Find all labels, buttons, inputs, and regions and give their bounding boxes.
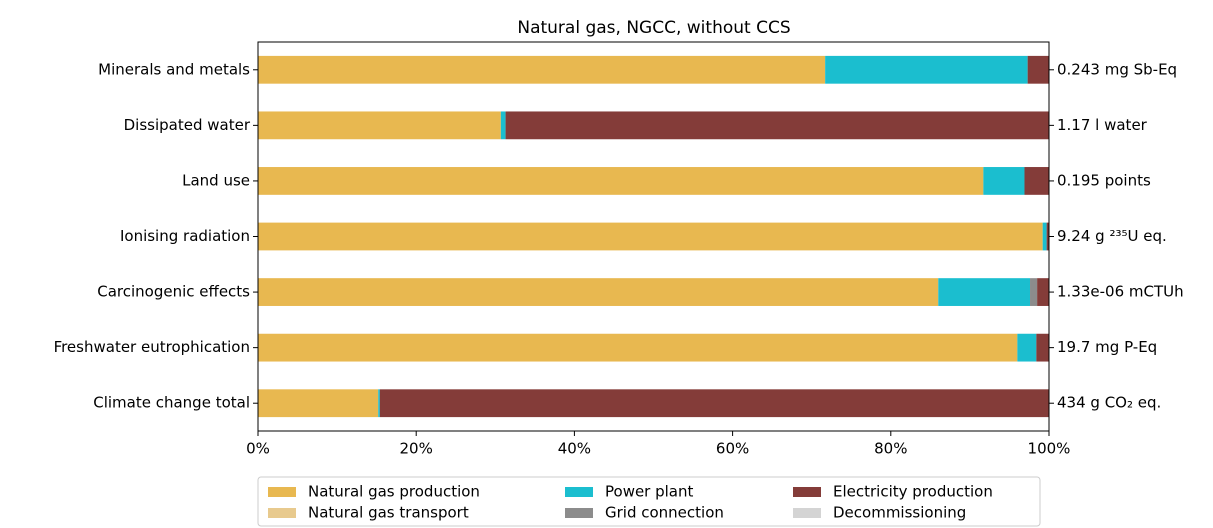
bar-segment (258, 278, 939, 306)
bar-segment (1017, 333, 1037, 362)
x-tick-label: 100% (1028, 440, 1071, 458)
bar-segment (938, 278, 1031, 306)
bar-segment (258, 111, 501, 140)
plot-frame (257, 41, 1050, 432)
bar-segment (825, 55, 1028, 84)
bar-segment (258, 333, 1018, 362)
bar-segment (505, 111, 1049, 140)
y-tick-label: Ionising radiation (120, 227, 250, 245)
chart-title: Natural gas, NGCC, without CCS (517, 18, 790, 38)
legend-swatch (268, 487, 296, 497)
bar-segment (983, 167, 1025, 195)
legend-swatch (565, 487, 593, 497)
bar-segment (258, 55, 826, 84)
x-tick-label: 0% (246, 440, 270, 458)
x-tick-label: 60% (716, 440, 749, 458)
bar-segment (378, 389, 380, 418)
bar-segment (1037, 278, 1049, 306)
legend-label: Power plant (605, 483, 694, 501)
right-label: 1.33e-06 mCTUh (1057, 283, 1184, 301)
bar-segment (379, 389, 1050, 418)
bar-segment (1027, 55, 1049, 84)
right-label: 19.7 mg P-Eq (1057, 338, 1157, 356)
y-tick-label: Climate change total (93, 394, 250, 412)
bar-segment (258, 222, 1043, 251)
bar-segment (1036, 333, 1049, 362)
right-label: 434 g CO₂ eq. (1057, 394, 1161, 412)
legend-swatch (793, 487, 821, 497)
legend-label: Grid connection (605, 504, 724, 522)
legend-label: Electricity production (833, 483, 993, 501)
right-label: 0.243 mg Sb-Eq (1057, 60, 1177, 78)
right-label: 9.24 g ²³⁵U eq. (1057, 227, 1167, 245)
y-tick-label: Minerals and metals (98, 60, 250, 78)
bar-segment (258, 167, 984, 195)
bar-segment (1030, 278, 1038, 306)
y-tick-label: Land use (182, 171, 250, 189)
x-tick-label: 40% (558, 440, 591, 458)
legend-swatch (565, 508, 593, 518)
right-label: 0.195 points (1057, 171, 1151, 189)
y-tick-label: Freshwater eutrophication (54, 338, 250, 356)
bar-segment (1024, 167, 1049, 195)
legend-box (257, 476, 1041, 527)
y-tick-label: Dissipated water (124, 116, 251, 134)
legend-label: Natural gas production (308, 483, 480, 501)
legend-label: Natural gas transport (308, 504, 469, 522)
bar-segment (258, 389, 379, 418)
x-tick-label: 80% (874, 440, 907, 458)
bar-segment (500, 111, 506, 140)
legend-swatch (793, 508, 821, 518)
bar-segment (1042, 222, 1047, 251)
legend-swatch (268, 508, 296, 518)
legend-label: Decommissioning (833, 504, 966, 522)
y-tick-label: Carcinogenic effects (97, 283, 250, 301)
bar-segment (1046, 222, 1049, 251)
x-tick-label: 20% (400, 440, 433, 458)
right-label: 1.17 l water (1057, 116, 1148, 134)
